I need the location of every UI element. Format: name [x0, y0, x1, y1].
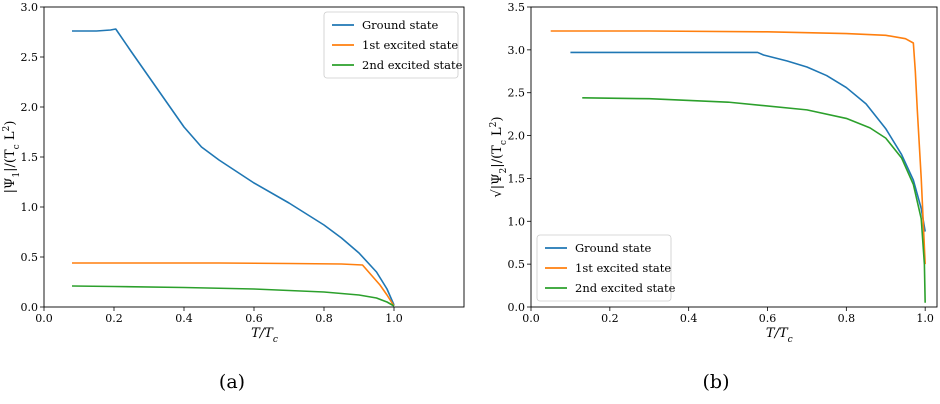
y-tick-label: 2.0 — [21, 101, 39, 114]
x-axis-label: T/Tc — [251, 326, 278, 345]
y-tick-label: 3.0 — [21, 1, 39, 14]
y-tick-label: 0.0 — [508, 301, 526, 314]
y-tick-label: 3.0 — [508, 44, 526, 57]
y-tick-label: 2.0 — [508, 130, 526, 143]
x-axis-label: T/Tc — [766, 326, 793, 345]
y-tick-label: 2.5 — [508, 87, 526, 100]
panel-caption: (a) — [219, 371, 245, 393]
x-tick-label: 0.8 — [315, 312, 333, 325]
y-tick-label: 0.5 — [508, 258, 526, 271]
legend-entry: 2nd excited state — [575, 281, 676, 295]
legend-box — [536, 234, 672, 302]
y-tick-label: 3.5 — [508, 1, 526, 14]
y-tick-label: 1.5 — [21, 151, 39, 164]
y-axis-label: |Ψ1|/(Tc L2) — [2, 121, 22, 194]
y-tick-label: 1.0 — [21, 201, 39, 214]
x-tick-label: 0.0 — [522, 312, 540, 325]
x-tick-label: 0.6 — [759, 312, 777, 325]
panel-caption: (b) — [703, 371, 730, 393]
legend-entry: 2nd excited state — [362, 58, 463, 72]
x-tick-label: 0.4 — [175, 312, 193, 325]
series-line-ground-state — [72, 28, 395, 306]
y-tick-label: 0.0 — [21, 301, 39, 314]
series-line-2nd-excited-state — [71, 285, 395, 307]
series-line-ground-state — [570, 51, 926, 232]
legend-entry: 1st excited state — [575, 261, 671, 275]
series-line-1st-excited-state — [72, 262, 395, 307]
legend: Ground state 1st excited state 2nd excited… — [323, 11, 463, 79]
legend-entry: 1st excited state — [362, 38, 458, 52]
x-tick-label: 1.0 — [916, 312, 934, 325]
x-tick-label: 0.2 — [601, 312, 619, 325]
y-tick-label: 0.5 — [21, 251, 39, 264]
y-tick-label: 1.5 — [508, 172, 526, 185]
x-tick-label: 0.6 — [245, 312, 263, 325]
legend-entry: Ground state — [575, 241, 651, 255]
y-tick-label: 2.5 — [21, 51, 39, 64]
legend: Ground state 1st excited state 2nd excited… — [536, 234, 676, 302]
plot-frame — [530, 6, 938, 308]
y-axis-label: √|Ψ2|/(Tc L2) — [489, 116, 509, 197]
legend-entry: Ground state — [362, 18, 438, 32]
series-line-2nd-excited-state — [582, 97, 926, 303]
y-tick-label: 1.0 — [508, 215, 526, 228]
x-tick-label: 0.0 — [35, 312, 53, 325]
series-line-1st-excited-state — [550, 30, 926, 265]
legend-box — [323, 11, 459, 79]
x-tick-label: 0.2 — [105, 312, 123, 325]
chart-panel-a: 0.0 0.2 0.4 0.6 0.8 1.0 0.0 0.5 1.0 1.5 2.0 2.5 3.0 T… — [2, 1, 465, 393]
x-tick-label: 0.8 — [838, 312, 856, 325]
x-tick-label: 1.0 — [385, 312, 403, 325]
x-tick-label: 0.4 — [680, 312, 698, 325]
chart-panel-b: 0.0 0.2 0.4 0.6 0.8 1.0 0.0 0.5 1.0 1.5 2.0 2.5 3.0 3… — [489, 1, 938, 393]
